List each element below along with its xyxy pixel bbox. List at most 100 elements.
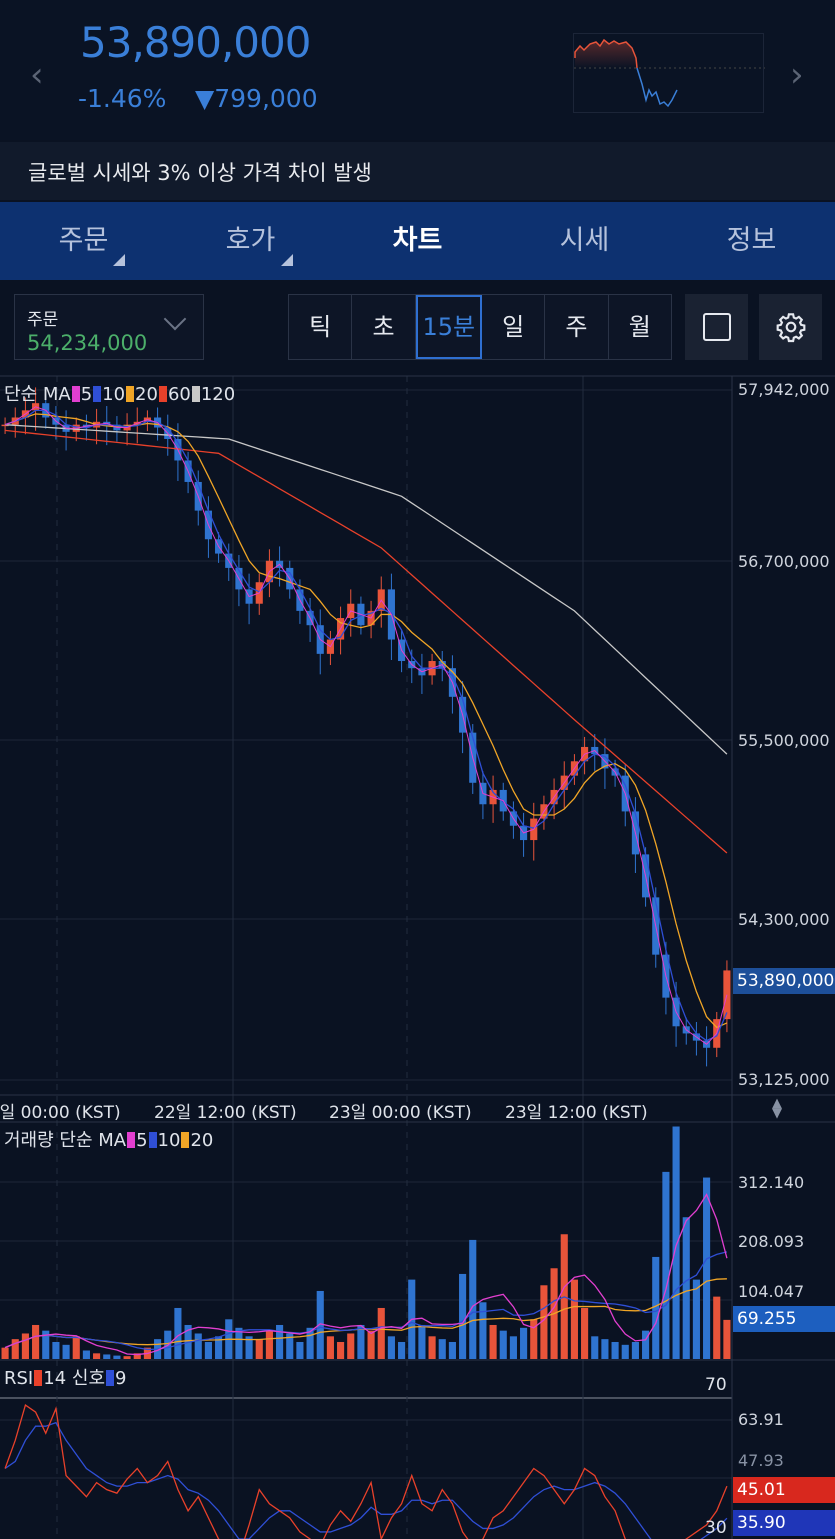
volume-ma10-line — [4, 1251, 728, 1351]
current-price-tag: 53,890,000 — [733, 968, 835, 994]
change-percent: -1.46% — [78, 84, 167, 113]
current-price: 53,890,000 — [80, 18, 311, 67]
volume-bar — [215, 1336, 223, 1359]
volume-bar — [93, 1353, 101, 1359]
volume-bar — [367, 1330, 375, 1359]
interval-tick[interactable]: 틱 — [289, 295, 353, 359]
interval-day[interactable]: 일 — [482, 295, 546, 359]
volume-bar — [123, 1356, 131, 1359]
volume-ma20-line — [4, 1278, 727, 1349]
volume-bar — [347, 1333, 355, 1359]
interval-month[interactable]: 월 — [628, 313, 651, 341]
tab-info[interactable]: 정보 — [726, 225, 777, 256]
volume-bar — [82, 1350, 90, 1359]
volume-bar — [621, 1344, 629, 1359]
tab-order[interactable]: 주문 — [0, 202, 167, 280]
volume-bar — [469, 1239, 477, 1359]
ma10-line — [4, 409, 728, 1042]
resize-handle-icon[interactable]: ▲ ▼ — [772, 1096, 782, 1121]
interval-selector: 틱 초 15분 일 주 월 — [288, 294, 672, 360]
ma120-line — [5, 424, 728, 755]
volume-bar — [489, 1324, 497, 1359]
volume-bar — [723, 1319, 731, 1359]
ma60-line — [5, 429, 728, 854]
volume-bar — [52, 1341, 60, 1359]
volume-bar — [642, 1330, 650, 1359]
interval-second[interactable]: 초 — [352, 295, 416, 359]
price-tick: 53,125,000 — [738, 1070, 830, 1089]
layout-button[interactable] — [685, 294, 748, 360]
volume-bar — [459, 1273, 467, 1359]
square-icon — [702, 313, 731, 341]
volume-bar — [357, 1324, 365, 1359]
volume-bar — [276, 1324, 284, 1359]
volume-bar — [387, 1336, 395, 1359]
volume-legend: 거래량 단순 MA 5 10 20 — [4, 1130, 214, 1151]
rsi-tick: 30 — [705, 1518, 727, 1538]
price-ma-legend: 단순 MA 5 10 20 60 120 — [4, 384, 236, 405]
volume-bar — [692, 1279, 700, 1359]
volume-bar — [703, 1177, 711, 1359]
settings-button[interactable] — [759, 294, 822, 360]
price-gap-notice[interactable]: 글로벌 시세와 3% 이상 가격 차이 발생 — [0, 142, 835, 200]
ticker-header: ‹ 53,890,000 -1.46% ▼799,000 › — [0, 0, 835, 140]
tab-market[interactable]: 시세 — [559, 225, 610, 256]
tab-orderbook[interactable]: 호가 — [167, 202, 334, 280]
change-amount: ▼799,000 — [195, 84, 318, 113]
rsi-line — [4, 1403, 728, 1539]
volume-bar — [509, 1336, 517, 1359]
chevron-left-icon[interactable]: ‹ — [30, 55, 44, 95]
volume-bar — [479, 1302, 487, 1359]
rsi-signal-tag: 35.90 — [733, 1510, 835, 1536]
interval-week[interactable]: 주 — [545, 295, 609, 359]
volume-bar — [601, 1339, 609, 1359]
volume-bar — [713, 1296, 721, 1359]
rsi-value-tag: 45.01 — [733, 1477, 835, 1503]
rsi-tick: 47.93 — [738, 1451, 784, 1470]
price-tick: 54,300,000 — [738, 910, 830, 929]
tab-chart[interactable]: 차트 — [392, 225, 443, 256]
volume-bar — [113, 1355, 121, 1359]
volume-bar — [204, 1341, 212, 1359]
volume-bar — [581, 1307, 589, 1359]
volume-bar — [337, 1341, 345, 1359]
time-label: 22일 00:00 (KST) — [0, 1103, 121, 1123]
volume-bar — [316, 1290, 324, 1359]
price-tick: 57,942,000 — [738, 380, 830, 399]
price-tick: 55,500,000 — [738, 731, 830, 750]
volume-bar — [438, 1339, 446, 1359]
volume-bar — [286, 1333, 294, 1359]
volume-bar — [255, 1339, 263, 1359]
volume-bar — [72, 1336, 80, 1359]
mini-chart[interactable] — [573, 33, 765, 113]
volume-bar — [520, 1327, 528, 1359]
rsi-signal-line — [4, 1421, 728, 1539]
order-price-select[interactable]: 주문 54,234,000 — [14, 294, 204, 360]
volume-bar — [306, 1327, 314, 1359]
dropdown-corner-icon — [113, 254, 125, 266]
volume-bar — [570, 1279, 578, 1359]
time-label: 23일 12:00 (KST) — [505, 1103, 648, 1123]
volume-tick: 208.093 — [738, 1232, 805, 1251]
volume-bar — [245, 1336, 253, 1359]
volume-bar — [326, 1336, 334, 1359]
volume-tick: 312.140 — [738, 1173, 805, 1192]
dropdown-corner-icon — [281, 254, 293, 266]
volume-bar — [265, 1330, 273, 1359]
volume-tick: 104.047 — [738, 1282, 805, 1301]
volume-bar — [428, 1336, 436, 1359]
volume-bar — [611, 1341, 619, 1359]
volume-bar — [418, 1324, 426, 1359]
volume-bar — [32, 1324, 40, 1359]
chevron-right-icon[interactable]: › — [790, 55, 804, 95]
volume-bar — [133, 1353, 141, 1359]
ma20-line — [4, 413, 728, 1029]
gear-icon — [776, 313, 805, 343]
interval-15min[interactable]: 15분 — [415, 295, 482, 359]
main-tabs: 주문 호가 차트 시세 정보 — [0, 202, 835, 280]
time-label: 23일 00:00 (KST) — [329, 1103, 472, 1123]
volume-bar — [103, 1354, 111, 1359]
rsi-legend: RSI 14 신호 9 — [4, 1368, 127, 1389]
volume-bar — [21, 1333, 29, 1359]
